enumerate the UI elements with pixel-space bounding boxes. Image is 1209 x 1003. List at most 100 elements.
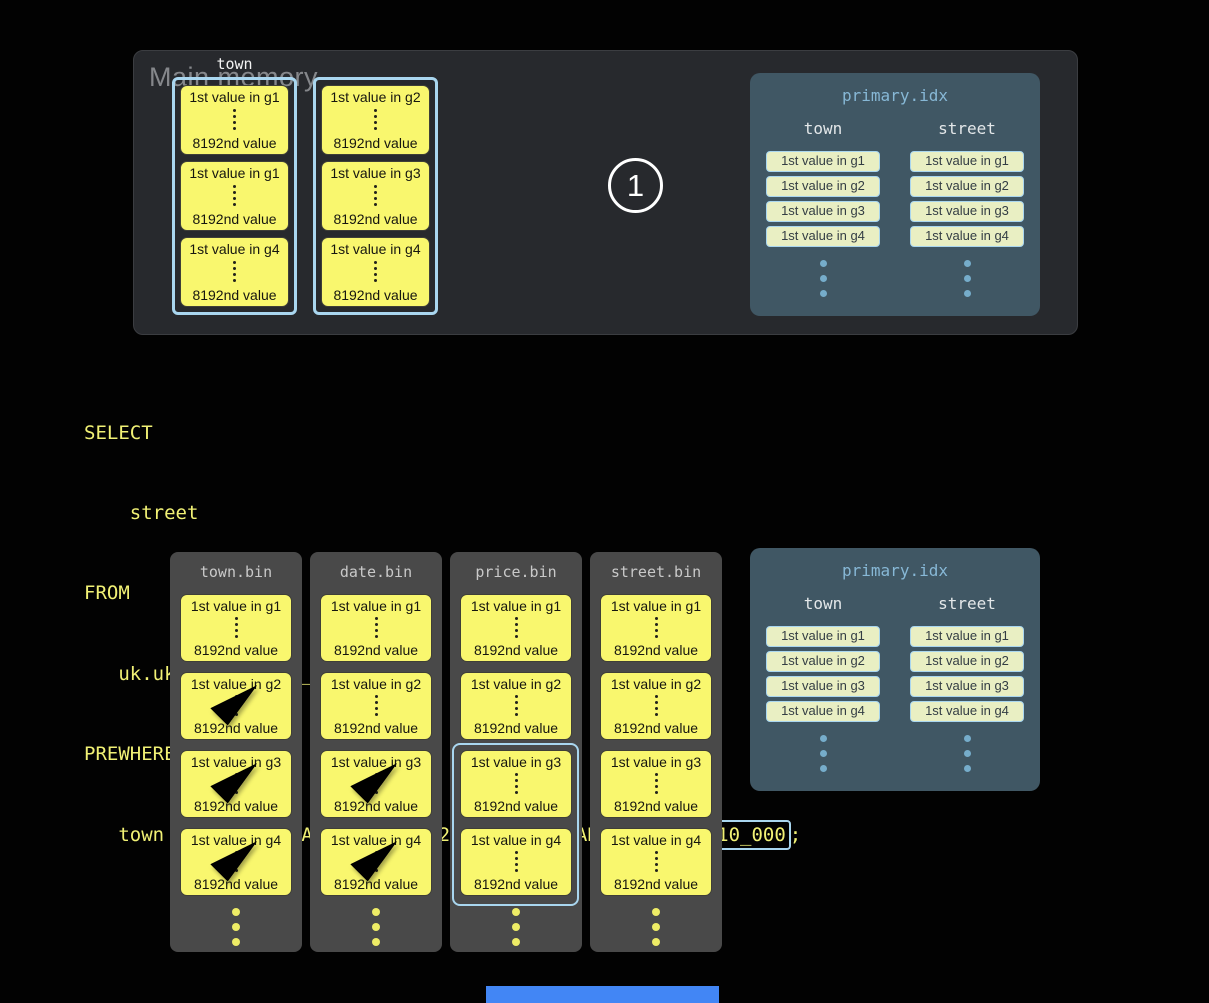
cross-mark-icon xyxy=(353,684,394,726)
granule-top-text: 1st value in g2 xyxy=(330,89,421,105)
granule-top-text: 1st value in g2 xyxy=(470,676,562,692)
granule-top-text: 1st value in g1 xyxy=(189,165,280,181)
granule-bottom-text: 8192nd value xyxy=(333,876,419,892)
sql-line: PREWHERE xyxy=(84,743,176,766)
vertical-ellipsis-icon xyxy=(374,108,377,112)
check-mark-icon xyxy=(350,841,398,882)
granule-bottom-text: 8192nd value xyxy=(473,798,559,814)
vertical-ellipsis-icon xyxy=(514,850,518,854)
granule-block: 1st value in g4 8192nd value xyxy=(320,828,432,896)
granule-top-text: 1st value in g4 xyxy=(330,832,422,848)
bin-file-street: street.bin 1st value in g1 8192nd value … xyxy=(590,552,722,952)
granule-bottom-text: 8192nd value xyxy=(193,798,279,814)
granule-bottom-text: 8192nd value xyxy=(192,287,277,303)
granule-top-text: 1st value in g3 xyxy=(330,165,421,181)
sql-line: FROM xyxy=(84,582,130,605)
index-entry: 1st value in g4 xyxy=(766,226,880,247)
granule-top-text: 1st value in g3 xyxy=(190,754,282,770)
primary-index-column-town: town 1st value in g1 1st value in g2 1st… xyxy=(765,594,881,772)
granule-block: 1st value in g3 8192nd value xyxy=(600,750,712,818)
granule-top-text: 1st value in g1 xyxy=(610,598,702,614)
granule-bottom-text: 8192nd value xyxy=(613,720,699,736)
granule-bottom-text: 8192nd value xyxy=(333,642,419,658)
vertical-ellipsis-icon xyxy=(374,260,377,264)
vertical-ellipsis-icon xyxy=(654,694,658,698)
granule-block: 1st value in g1 8192nd value xyxy=(180,161,289,231)
granule-block: 1st value in g4 8192nd value xyxy=(460,828,572,896)
granule-block: 1st value in g4 8192nd value xyxy=(180,828,292,896)
step-1-badge: 1 xyxy=(608,158,663,213)
granule-bottom-text: 8192nd value xyxy=(193,642,279,658)
granule-bottom-text: 8192nd value xyxy=(333,720,419,736)
primary-index-panel-top: primary.idx town 1st value in g1 1st val… xyxy=(750,73,1040,316)
bin-file-title: price.bin xyxy=(475,563,557,581)
granule-top-text: 1st value in g4 xyxy=(189,241,280,257)
granule-bottom-text: 8192nd value xyxy=(193,720,279,736)
primary-index-column-street: street 1st value in g1 1st value in g2 1… xyxy=(909,119,1025,297)
vertical-ellipsis-icon xyxy=(514,772,518,776)
index-entry: 1st value in g1 xyxy=(766,151,880,172)
index-entry: 1st value in g3 xyxy=(910,201,1024,222)
granule-bottom-text: 8192nd value xyxy=(192,135,277,151)
granule-bottom-text: 8192nd value xyxy=(473,876,559,892)
index-entry: 1st value in g1 xyxy=(910,151,1024,172)
bin-file-title: date.bin xyxy=(339,563,413,581)
primary-index-title: primary.idx xyxy=(842,86,948,105)
bin-file-title: street.bin xyxy=(610,563,702,581)
sql-line: street xyxy=(84,501,199,524)
granule-top-text: 1st value in g1 xyxy=(189,89,280,105)
granule-top-text: 1st value in g3 xyxy=(610,754,702,770)
granule-bottom-text: 8192nd value xyxy=(473,642,559,658)
granule-top-text: 1st value in g2 xyxy=(190,676,282,692)
vertical-ellipsis-icon xyxy=(234,616,238,620)
granule-top-text: 1st value in g4 xyxy=(190,832,282,848)
index-column-header: town xyxy=(803,119,843,138)
video-progress-bar[interactable] xyxy=(486,986,719,1003)
index-entry: 1st value in g2 xyxy=(766,651,880,672)
vertical-ellipsis-icon xyxy=(590,908,722,946)
granule-block: 1st value in g1 8192nd value xyxy=(320,594,432,662)
index-entry: 1st value in g3 xyxy=(766,201,880,222)
granule-bottom-text: 8192nd value xyxy=(192,211,277,227)
bin-file-town: town.bin 1st value in g1 8192nd value 1s… xyxy=(170,552,302,952)
granule-block: 1st value in g1 8192nd value xyxy=(180,85,289,155)
granule-bottom-text: 8192nd value xyxy=(613,798,699,814)
granule-block: 1st value in g1 8192nd value xyxy=(600,594,712,662)
index-entry: 1st value in g2 xyxy=(766,176,880,197)
vertical-ellipsis-icon xyxy=(514,694,518,698)
vertical-ellipsis-icon xyxy=(819,260,827,297)
granule-block: 1st value in g3 8192nd value xyxy=(321,161,430,231)
check-mark-icon xyxy=(210,841,258,882)
bin-file-price: price.bin 1st value in g1 8192nd value 1… xyxy=(450,552,582,952)
granule-top-text: 1st value in g4 xyxy=(610,832,702,848)
granule-bottom-text: 8192nd value xyxy=(613,642,699,658)
granule-bottom-text: 8192nd value xyxy=(333,135,418,151)
granule-top-text: 1st value in g4 xyxy=(470,832,562,848)
granule-bottom-text: 8192nd value xyxy=(613,876,699,892)
index-entry: 1st value in g1 xyxy=(766,626,880,647)
granule-top-text: 1st value in g1 xyxy=(190,598,282,614)
vertical-ellipsis-icon xyxy=(374,184,377,188)
vertical-ellipsis-icon xyxy=(819,735,827,772)
granule-bottom-text: 8192nd value xyxy=(333,798,419,814)
primary-index-panel-bottom: primary.idx town 1st value in g1 1st val… xyxy=(750,548,1040,791)
vertical-ellipsis-icon xyxy=(233,108,236,112)
granule-bottom-text: 8192nd value xyxy=(473,720,559,736)
granule-block: 1st value in g2 8192nd value xyxy=(321,85,430,155)
granule-block: 1st value in g4 8192nd value xyxy=(600,828,712,896)
granule-top-text: 1st value in g2 xyxy=(330,676,422,692)
index-column-header: town xyxy=(803,594,843,613)
granule-top-text: 1st value in g4 xyxy=(330,241,421,257)
memory-column-label-town: town xyxy=(216,55,253,73)
selected-granules-highlight-box xyxy=(452,743,579,906)
granule-block: 1st value in g4 8192nd value xyxy=(321,237,430,307)
vertical-ellipsis-icon xyxy=(374,694,378,698)
granule-block: 1st value in g2 8192nd value xyxy=(180,672,292,740)
granule-block: 1st value in g2 8192nd value xyxy=(320,672,432,740)
vertical-ellipsis-icon xyxy=(963,735,971,772)
vertical-ellipsis-icon xyxy=(654,772,658,776)
granule-top-text: 1st value in g1 xyxy=(470,598,562,614)
index-entry: 1st value in g1 xyxy=(910,626,1024,647)
vertical-ellipsis-icon xyxy=(310,908,442,946)
